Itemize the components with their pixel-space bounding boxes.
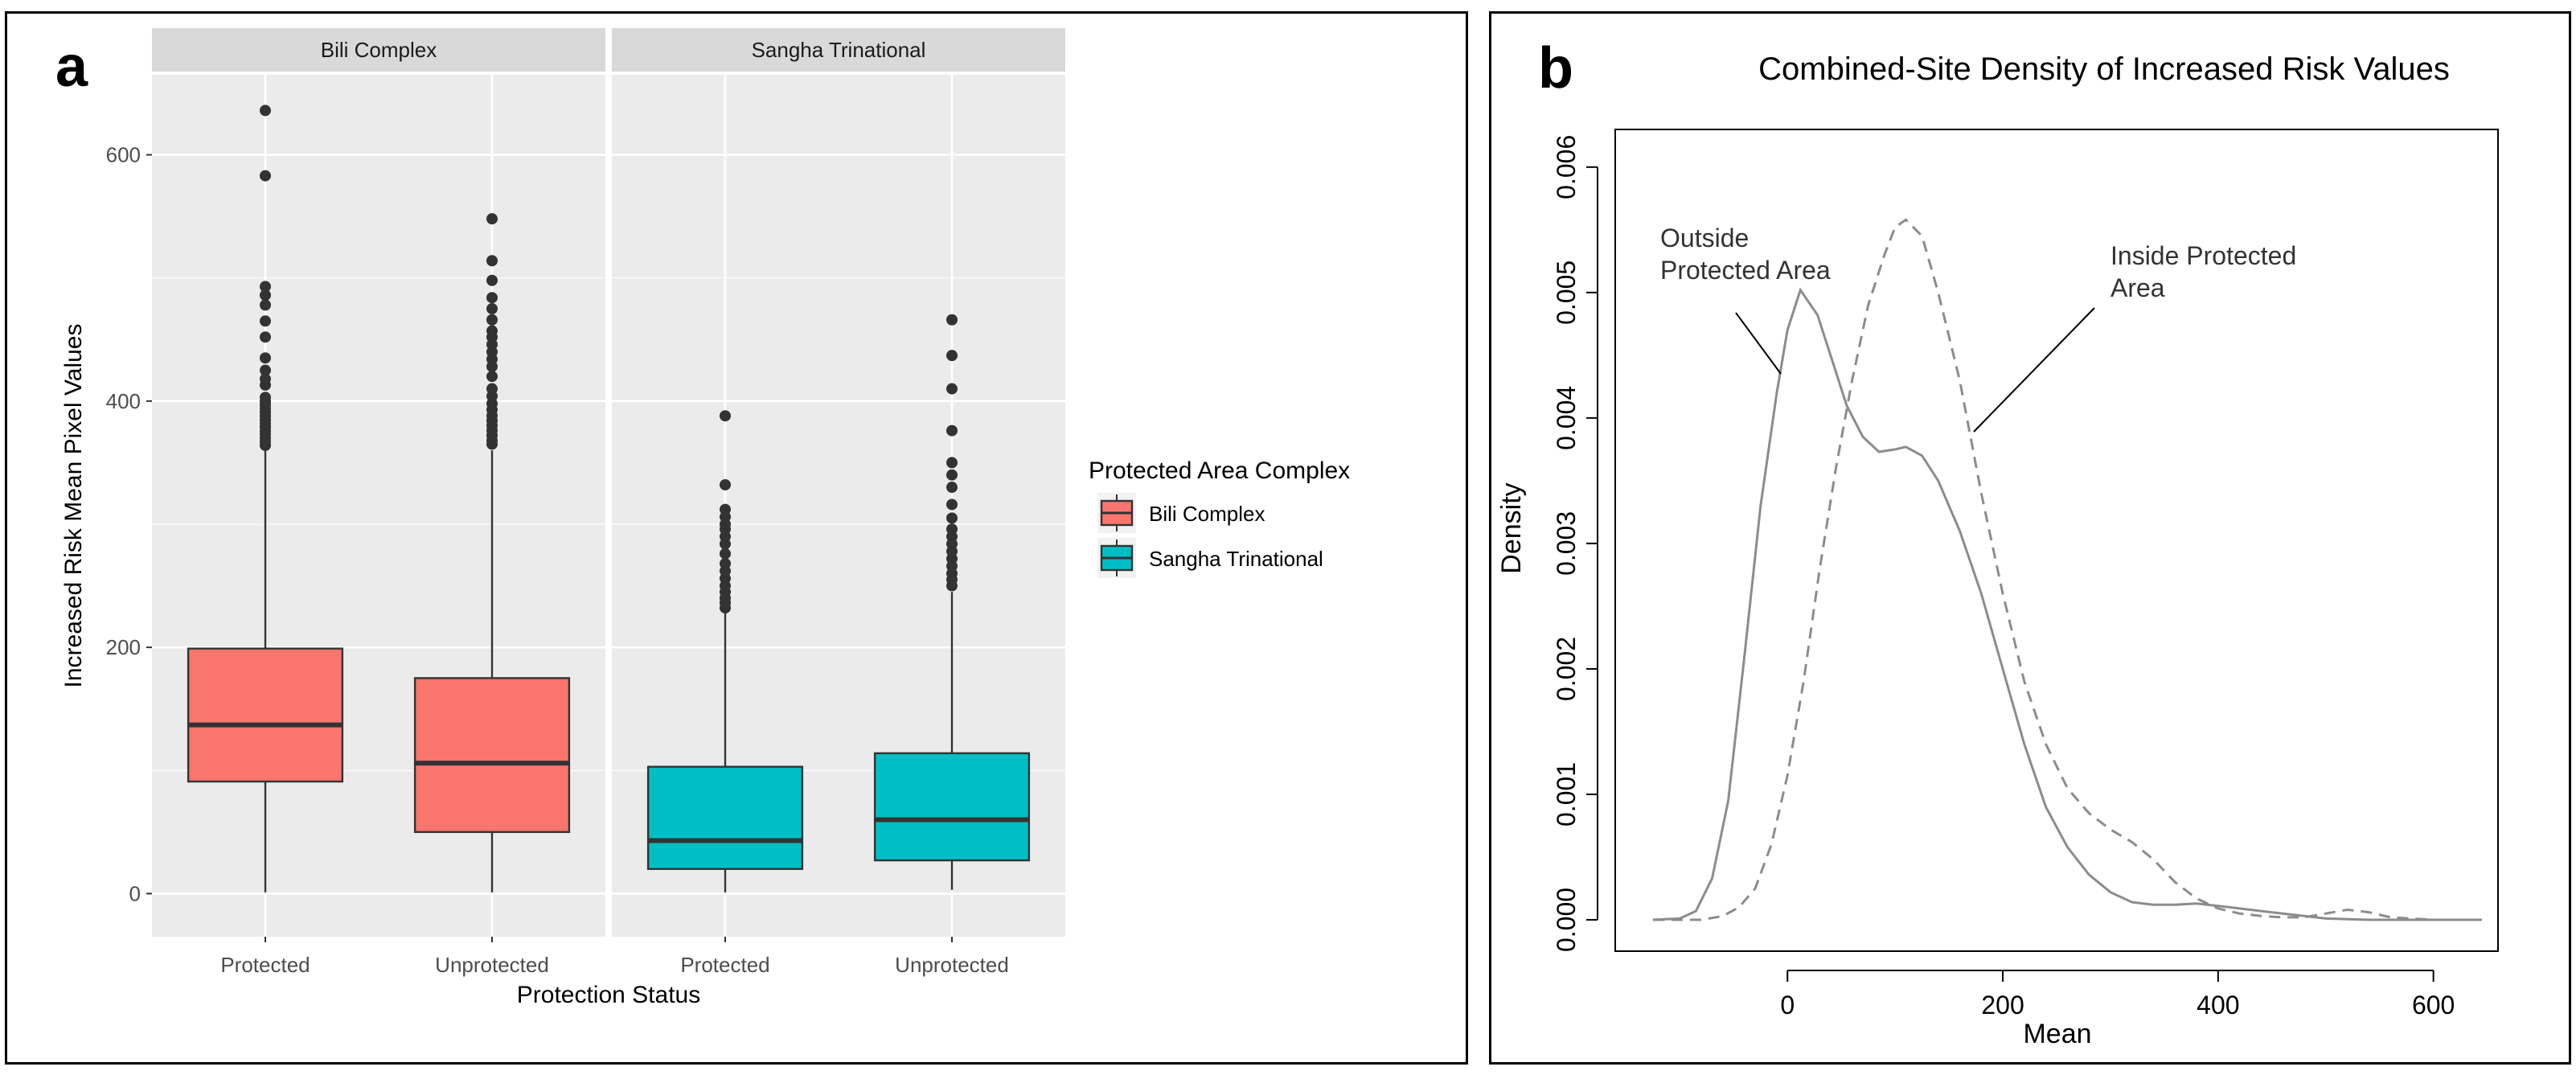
box-sangha-trinational-protected	[646, 410, 804, 892]
outlier-point	[260, 352, 271, 364]
box-bili-complex-unprotected	[413, 213, 571, 892]
y-tick-label: 0.002	[1552, 637, 1581, 701]
density-line-inside-protected-area	[1652, 218, 2482, 921]
boxplot-chart: a Bili Complex Protected Unprotected Sangha …	[55, 28, 1350, 1008]
outlier-point	[486, 255, 498, 267]
outlier-point	[486, 302, 498, 314]
x-axis-title: Protection Status	[517, 982, 700, 1008]
outlier-point	[720, 478, 731, 490]
outlier-point	[260, 281, 271, 293]
facet-strip-label: Bili Complex	[321, 38, 437, 62]
y-tick-label: 600	[106, 143, 141, 167]
outlier-point	[260, 105, 271, 117]
y-tick-label: 0.006	[1552, 135, 1581, 199]
annotation-inside-line2: Area	[2110, 273, 2165, 302]
outlier-point	[260, 315, 271, 327]
y-tick-label: 0.000	[1552, 888, 1581, 952]
x-tick-label: 600	[2412, 991, 2455, 1020]
y-tick-label: 200	[106, 635, 141, 659]
y-tick-label: 400	[106, 389, 141, 413]
outlier-point	[260, 373, 271, 385]
y-tick-label: 0.004	[1552, 386, 1581, 450]
annotation-outside-pointer	[1735, 312, 1782, 375]
x-tick-label: 200	[1981, 991, 2024, 1020]
y-tick-label: 0	[129, 881, 141, 905]
y-tick-label: 0.001	[1552, 762, 1581, 827]
facet-strip-label: Sangha Trinational	[752, 38, 926, 62]
legend-title: Protected Area Complex	[1089, 457, 1350, 484]
outlier-point	[486, 292, 498, 304]
outlier-point	[486, 274, 498, 286]
annotation-outside-line2: Protected Area	[1660, 256, 1831, 285]
annotation-inside-line1: Inside Protected	[2110, 241, 2296, 270]
density-line-outside-protected-area	[1652, 287, 2482, 921]
panel-b-frame: b Combined-Site Density of Increased Risk…	[1489, 11, 2571, 1065]
outlier-point	[946, 498, 958, 511]
panel-letter-b: b	[1538, 36, 1573, 101]
outlier-point	[260, 331, 271, 343]
iqr-box	[413, 677, 571, 834]
chart-title: Combined-Site Density of Increased Risk …	[1758, 51, 2450, 87]
x-tick-label: Unprotected	[895, 953, 1009, 977]
y-tick-label: 0.005	[1552, 261, 1581, 325]
outlier-point	[486, 371, 498, 383]
outlier-point	[486, 314, 498, 326]
outlier-point	[946, 425, 958, 437]
outlier-point	[946, 523, 958, 535]
y-axis-title: Density	[1496, 482, 1527, 573]
outlier-point	[260, 299, 271, 311]
outlier-point	[720, 557, 731, 569]
x-tick-label: 0	[1780, 991, 1795, 1020]
panel-letter-a: a	[55, 35, 88, 99]
panel-a-frame: a Bili Complex Protected Unprotected Sangha …	[5, 11, 1468, 1065]
outlier-point	[486, 213, 498, 225]
box-sangha-trinational-unprotected	[873, 314, 1031, 890]
y-tick-label: 0.003	[1552, 511, 1581, 576]
density-chart: b Combined-Site Density of Increased Risk…	[1496, 36, 2499, 1049]
x-tick-label: 400	[2197, 991, 2239, 1020]
iqr-box	[187, 647, 344, 783]
x-tick-label: Protected	[680, 953, 769, 977]
x-axis-title: Mean	[2023, 1019, 2091, 1049]
outlier-point	[260, 364, 271, 376]
outlier-point	[946, 469, 958, 481]
outlier-point	[946, 350, 958, 362]
outlier-point	[260, 289, 271, 302]
legend-entry-label: Bili Complex	[1149, 502, 1265, 526]
outlier-point	[720, 410, 731, 422]
outlier-point	[946, 314, 958, 326]
outlier-point	[946, 457, 958, 469]
plot-box	[1614, 129, 2499, 952]
iqr-box	[646, 765, 804, 870]
x-tick-label: Unprotected	[435, 953, 549, 977]
box-bili-complex-protected	[187, 105, 344, 892]
annotation-outside-line1: Outside	[1660, 224, 1749, 252]
legend-entry-label: Sangha Trinational	[1149, 547, 1323, 571]
outlier-point	[486, 383, 498, 395]
outlier-point	[486, 325, 498, 337]
outlier-point	[946, 482, 958, 494]
iqr-box	[873, 752, 1031, 862]
x-tick-label: Protected	[220, 953, 310, 977]
outlier-point	[720, 548, 731, 560]
outlier-point	[260, 170, 271, 182]
outlier-point	[946, 512, 958, 524]
facet-strip	[152, 28, 605, 72]
annotation-inside-pointer	[1973, 307, 2095, 433]
facet-strip	[612, 28, 1065, 72]
y-axis-title: Increased Risk Mean Pixel Values	[60, 324, 87, 688]
outlier-point	[260, 392, 271, 404]
outlier-point	[720, 503, 731, 515]
outlier-point	[946, 383, 958, 395]
